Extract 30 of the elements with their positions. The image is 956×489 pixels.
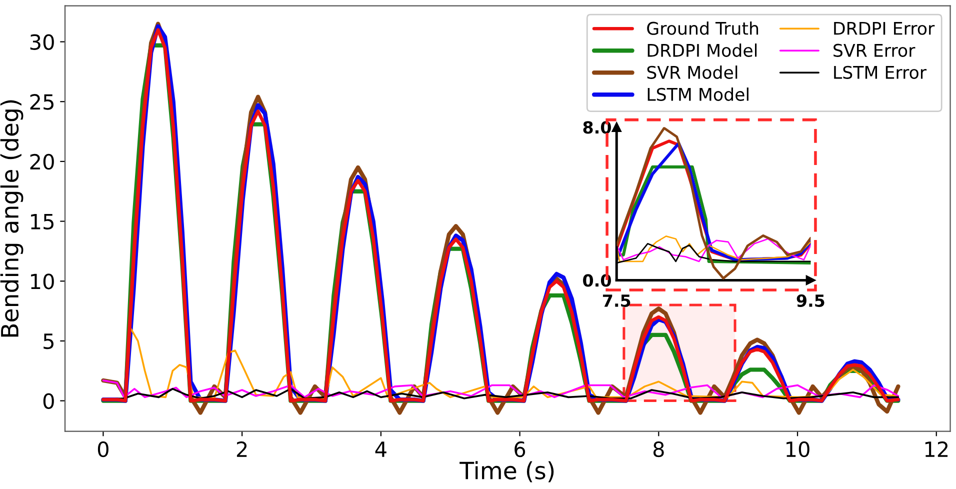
line-series [616, 127, 811, 280]
y-tick-label: 0 [43, 393, 54, 409]
y-tick-label: 25 [30, 94, 54, 110]
y-tick-label: 20 [30, 154, 54, 170]
x-tick-label: 12 [925, 441, 948, 457]
y-axis-title: Bending angle (deg) [0, 100, 24, 337]
x-tick-label: 8 [653, 441, 664, 458]
line-series [130, 328, 900, 400]
legend-label: DRDPI Error [834, 22, 935, 35]
legend-label: Ground Truth [647, 21, 758, 35]
legend-label: SVR Error [834, 44, 916, 57]
x-tick-label: 7.5 [602, 294, 630, 307]
x-tick-label: 2 [236, 441, 247, 457]
y-tick-label: 0.0 [583, 274, 611, 287]
x-tick-label: 4 [375, 442, 386, 457]
y-tick-label: 8.0 [583, 121, 611, 134]
legend-label: LSTM Model [648, 88, 748, 101]
x-tick-label: 6 [514, 441, 526, 458]
x-axis-title: Time (s) [460, 461, 554, 482]
legend-label: LSTM Error [834, 66, 927, 79]
line-series [102, 380, 900, 398]
x-tick-label: 0 [98, 441, 108, 458]
y-tick-label: 15 [31, 214, 54, 230]
x-tick-label: 10 [786, 441, 810, 458]
y-tick-label: 5 [44, 334, 54, 350]
x-tick-label: 9.5 [796, 294, 824, 307]
legend-label: SVR Model [647, 66, 738, 79]
y-tick-label: 30 [30, 34, 54, 50]
y-tick-label: 10 [31, 274, 54, 290]
legend-label: DRDPI Model [648, 44, 757, 57]
